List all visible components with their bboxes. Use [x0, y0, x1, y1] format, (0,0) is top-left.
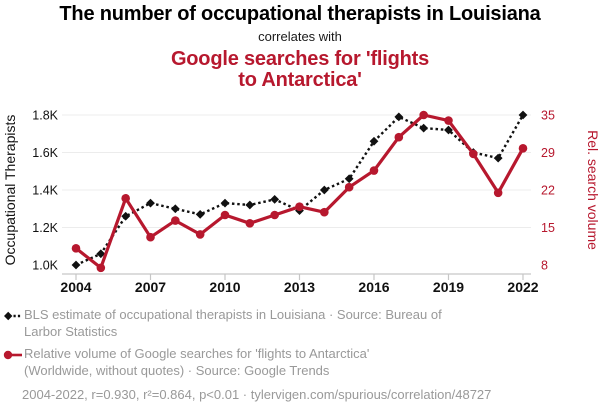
x-tick-label: 2004: [60, 279, 91, 295]
dual-axis-line-chart: 2004 2007 2010 2013 2016 2019 2022 1.0K 1.2K 1.4K…: [2, 109, 600, 296]
gridlines: [62, 114, 531, 228]
diamond-data-point: [319, 185, 329, 195]
diamond-data-point: [96, 249, 106, 259]
left-axis: 1.0K 1.2K 1.4K 1.6K 1.8K Occupational Therapi…: [2, 109, 59, 273]
chart-title-variable1: The number of occupational therapists in…: [59, 3, 541, 25]
left-tick-label: 1.0K: [32, 259, 58, 273]
circle-data-point: [96, 263, 106, 273]
left-tick-label: 1.8K: [32, 109, 58, 123]
right-tick-label: 8: [541, 259, 548, 273]
circle-data-point: [344, 182, 354, 192]
circle-data-point: [444, 116, 453, 125]
diamond-data-point: [270, 194, 280, 204]
right-tick-label: 29: [541, 146, 555, 160]
circle-data-point: [419, 110, 428, 120]
diamond-data-point: [518, 110, 528, 120]
legend-line: Relative volume of Google searches for '…: [24, 346, 370, 361]
circle-data-point: [195, 230, 205, 239]
right-tick-label: 35: [541, 109, 555, 123]
legend-item-bls-label: BLS estimate of occupational therapists …: [24, 307, 442, 340]
circle-data-point: [493, 188, 503, 198]
legend-item-google-trends: Relative volume of Google searches for '…: [3, 346, 369, 379]
diamond-data-point: [220, 198, 230, 208]
diamond-data-point: [245, 200, 255, 210]
circle-data-point: [270, 210, 279, 220]
circle-data-point: [171, 216, 180, 225]
circle-data-point: [320, 207, 329, 217]
diamond-data-point: [444, 125, 453, 135]
series-google-searches: [71, 110, 528, 273]
diamond-data-point: [394, 112, 404, 122]
diamond-data-point: [419, 123, 429, 133]
left-tick-label: 1.4K: [32, 184, 58, 198]
left-tick-label: 1.6K: [32, 146, 58, 160]
x-tick-label: 2007: [135, 279, 166, 295]
right-axis-title: Rel. search volume: [585, 130, 600, 250]
left-axis-title: Occupational Therapists: [2, 115, 18, 266]
legend-item-bls: BLS estimate of occupational therapists …: [3, 307, 442, 340]
red-solid-series-marker-icon: [3, 350, 22, 360]
circle-data-point: [394, 132, 404, 142]
circle-data-point: [121, 194, 130, 203]
diamond-data-point: [195, 209, 205, 219]
chart-title-variable2-line1: Google searches for 'flights: [170, 48, 430, 70]
x-tick-label: 2019: [433, 279, 464, 295]
legend-line: (Worldwide, without quotes) · Source: Go…: [24, 362, 330, 378]
left-tick-label: 1.2K: [32, 221, 58, 235]
diamond-data-point: [369, 136, 379, 146]
right-tick-label: 15: [541, 221, 555, 235]
circle-data-point: [469, 149, 478, 159]
x-tick-label: 2013: [284, 279, 315, 295]
diamond-data-point: [121, 211, 131, 221]
x-tick-label: 2010: [209, 279, 240, 295]
diamond-data-point: [344, 174, 354, 184]
stats-footer: 2004-2022, r=0.930, r²=0.864, p<0.01 · t…: [22, 387, 492, 402]
diamond-data-point: [146, 198, 155, 208]
circle-data-point: [295, 202, 304, 211]
diamond-data-point: [493, 153, 503, 163]
x-tick-label: 2022: [507, 279, 538, 295]
legend-line: BLS estimate of occupational therapists …: [24, 307, 442, 322]
circle-data-point: [220, 210, 230, 220]
x-tick-label: 2016: [358, 279, 389, 295]
legend-line: Larbor Statistics: [24, 323, 118, 339]
circle-data-point: [518, 144, 528, 153]
circle-data-point: [146, 232, 155, 242]
legend-item-google-trends-label: Relative volume of Google searches for '…: [24, 346, 369, 379]
right-axis: 8 15 22 29 35 Rel. search volume: [541, 109, 600, 273]
chart-title-connector: correlates with: [258, 29, 342, 44]
circle-data-point: [369, 166, 379, 175]
circle-data-point: [245, 219, 255, 228]
circle-data-point: [71, 244, 81, 253]
chart-title-variable2: Google searches for 'flights to Antarcti…: [0, 49, 600, 91]
diamond-data-point: [71, 260, 81, 270]
black-dashed-series-marker-icon: [4, 311, 22, 321]
right-tick-label: 22: [541, 184, 555, 198]
diamond-data-point: [170, 204, 180, 214]
chart-title-variable2-line2: to Antarctica': [238, 69, 362, 91]
x-axis: 2004 2007 2010 2013 2016 2019 2022: [60, 273, 539, 295]
